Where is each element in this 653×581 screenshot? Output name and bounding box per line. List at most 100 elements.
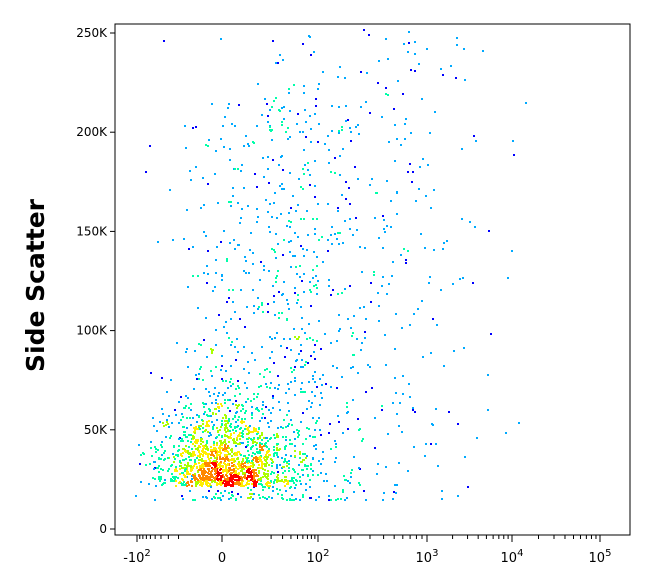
scatter-point (274, 337, 276, 339)
scatter-point (251, 493, 253, 495)
scatter-point (365, 391, 367, 393)
scatter-point (216, 482, 218, 484)
scatter-point (407, 171, 409, 173)
scatter-point (300, 350, 302, 352)
scatter-point (307, 362, 309, 364)
scatter-point (411, 181, 413, 183)
scatter-point (203, 204, 205, 206)
scatter-point (206, 282, 208, 284)
scatter-point (457, 423, 459, 425)
scatter-point (314, 358, 316, 360)
scatter-point (414, 411, 416, 413)
scatter-point (271, 471, 273, 473)
scatter-point (237, 493, 239, 495)
scatter-point (334, 157, 336, 159)
scatter-point (258, 483, 260, 485)
scatter-point (368, 34, 370, 36)
scatter-point (185, 458, 187, 460)
scatter-point (282, 254, 284, 256)
scatter-point (265, 454, 267, 456)
scatter-point (312, 277, 314, 279)
scatter-point (195, 126, 197, 128)
scatter-point (370, 282, 372, 284)
scatter-point (150, 372, 152, 374)
scatter-point (302, 43, 304, 45)
scatter-point (317, 141, 319, 143)
scatter-point (293, 477, 295, 479)
scatter-points (135, 29, 527, 501)
scatter-point (316, 386, 318, 388)
scatter-point (349, 285, 351, 287)
scatter-point (263, 269, 265, 271)
scatter-point (410, 69, 412, 71)
scatter-point (350, 131, 352, 133)
scatter-point (161, 377, 163, 379)
scatter-point (374, 447, 376, 449)
scatter-point (215, 402, 217, 404)
scatter-point (490, 333, 492, 335)
scatter-point (196, 414, 198, 416)
scatter-point (345, 181, 347, 183)
scatter-point (279, 185, 281, 187)
scatter-point (310, 305, 312, 307)
scatter-point (328, 499, 330, 501)
scatter-point (273, 362, 275, 364)
scatter-point (314, 196, 316, 198)
scatter-point (430, 443, 432, 445)
scatter-point (217, 497, 219, 499)
scatter-point (405, 262, 407, 264)
scatter-point (288, 241, 290, 243)
scatter-point (228, 492, 230, 494)
scatter-point (277, 471, 279, 473)
scatter-point (377, 82, 379, 84)
scatter-point (360, 71, 362, 73)
scatter-point (276, 464, 278, 466)
scatter-point (207, 183, 209, 185)
scatter-point (328, 432, 330, 434)
scatter-point (281, 457, 283, 459)
scatter-point (309, 184, 311, 186)
scatter-point (350, 140, 352, 142)
scatter-point (299, 499, 301, 501)
scatter-point (208, 435, 210, 437)
scatter-point (200, 440, 202, 442)
scatter-point (315, 448, 317, 450)
scatter-point (220, 241, 222, 243)
scatter-point (412, 171, 414, 173)
scatter-point (256, 442, 258, 444)
scatter-point (467, 486, 469, 488)
scatter-point (190, 434, 192, 436)
scatter-point (268, 182, 270, 184)
scatter-point (232, 383, 234, 385)
scatter-point (235, 388, 237, 390)
scatter-point (355, 217, 357, 219)
scatter-point (272, 159, 274, 161)
scatter-point (314, 344, 316, 346)
scatter-point (349, 203, 351, 205)
scatter-point (409, 163, 411, 165)
scatter-point (370, 301, 372, 303)
scatter-point (315, 105, 317, 107)
scatter-point (218, 314, 220, 316)
scatter-point (217, 490, 219, 492)
scatter-point (192, 127, 194, 129)
scatter-point (239, 318, 241, 320)
scatter-point (322, 458, 324, 460)
scatter-point (385, 87, 387, 89)
scatter-point (237, 380, 239, 382)
scatter-point (350, 367, 352, 369)
scatter-point (488, 230, 490, 232)
scatter-point (245, 446, 247, 448)
scatter-point (320, 434, 322, 436)
scatter-point (204, 411, 206, 413)
scatter-point (260, 261, 262, 263)
scatter-point (432, 318, 434, 320)
scatter-point (284, 458, 286, 460)
scatter-point (472, 282, 474, 284)
scatter-point (405, 259, 407, 261)
scatter-point (208, 490, 210, 492)
scatter-point (145, 171, 147, 173)
scatter-point (357, 418, 359, 420)
scatter-point (175, 485, 177, 487)
scatter-point (247, 457, 249, 459)
